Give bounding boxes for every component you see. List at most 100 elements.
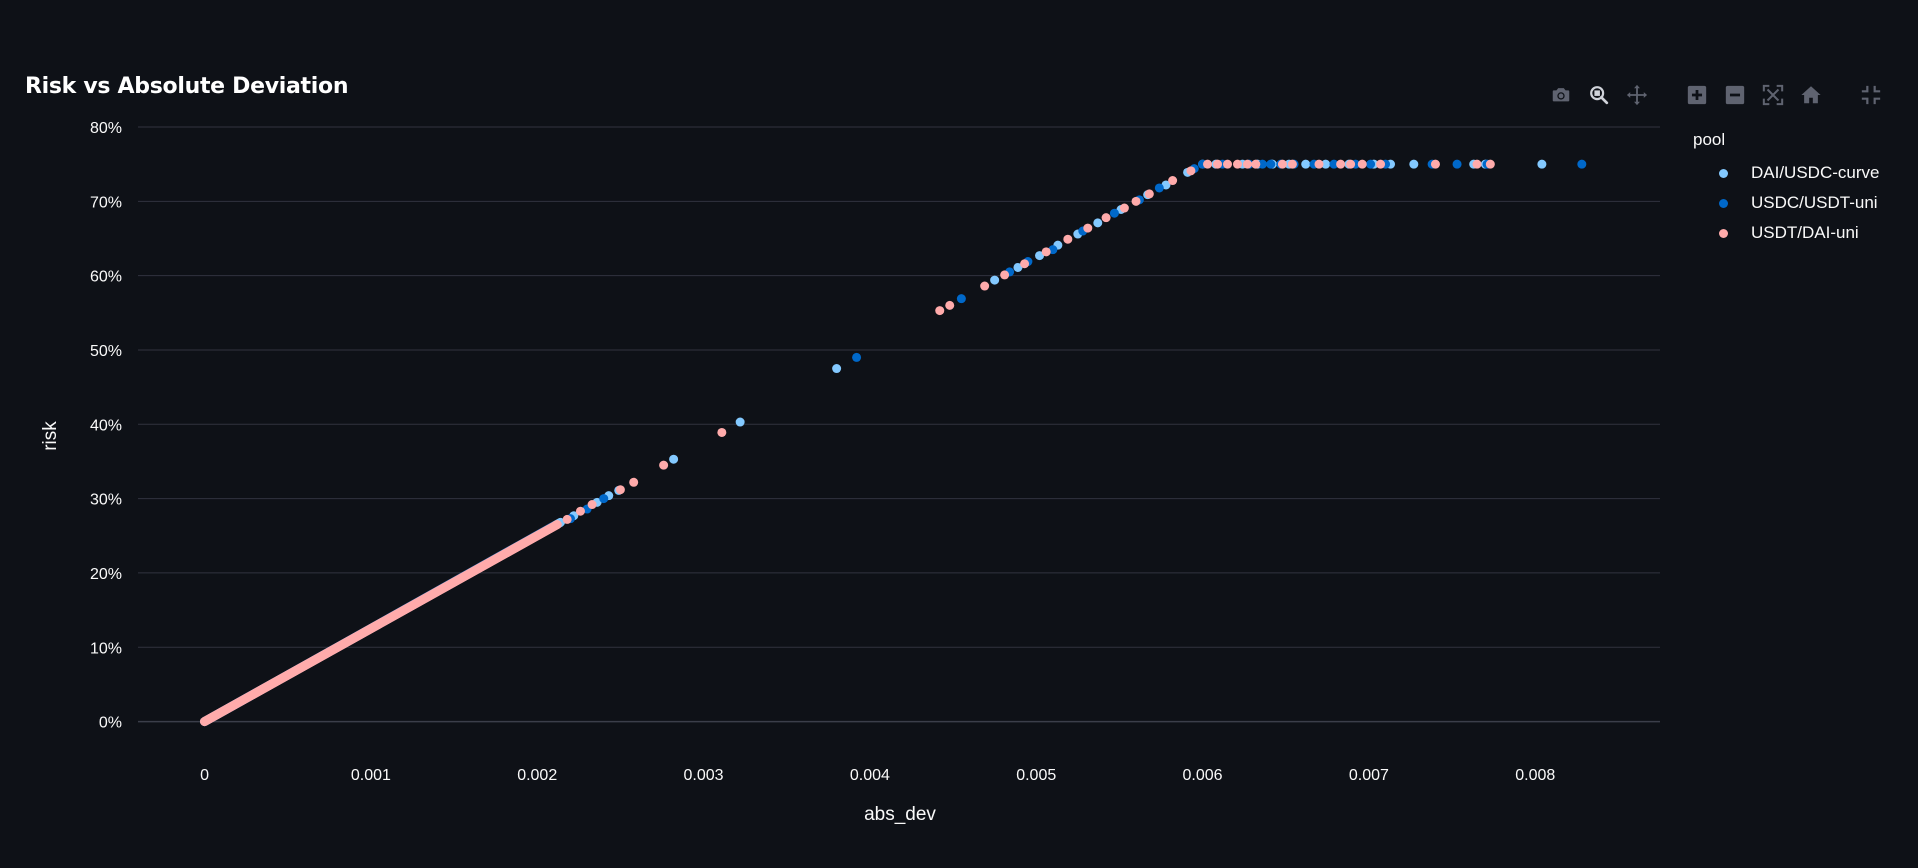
data-point[interactable] <box>1266 159 1276 169</box>
data-point[interactable] <box>575 506 585 516</box>
y-tick-label: 40% <box>90 417 122 434</box>
data-point[interactable] <box>1223 159 1233 169</box>
home-icon[interactable] <box>1798 82 1824 108</box>
y-tick-label: 70% <box>90 194 122 211</box>
data-point[interactable] <box>1357 159 1367 169</box>
zoom-out-icon[interactable] <box>1722 82 1748 108</box>
legend-label: DAI/USDC-curve <box>1751 163 1880 182</box>
data-point[interactable] <box>1366 159 1376 169</box>
data-point[interactable] <box>1168 176 1178 186</box>
data-point[interactable] <box>1213 159 1223 169</box>
data-point[interactable] <box>1314 159 1324 169</box>
data-point[interactable] <box>935 306 945 316</box>
data-point[interactable] <box>1131 196 1141 206</box>
data-point[interactable] <box>1013 262 1023 272</box>
data-point[interactable] <box>735 417 745 427</box>
data-point[interactable] <box>1093 218 1103 228</box>
legend-marker <box>1719 198 1728 208</box>
data-point[interactable] <box>717 427 727 437</box>
y-tick-label: 10% <box>90 640 122 657</box>
legend-label: USDT/DAI-uni <box>1751 223 1859 242</box>
data-point[interactable] <box>629 477 639 487</box>
data-point[interactable] <box>1119 203 1129 213</box>
data-point[interactable] <box>1277 159 1287 169</box>
data-point[interactable] <box>945 300 955 310</box>
x-tick-label: 0.005 <box>1016 767 1056 784</box>
data-point[interactable] <box>599 494 609 504</box>
data-point[interactable] <box>956 294 966 304</box>
data-point[interactable] <box>1035 251 1045 261</box>
data-point[interactable] <box>1144 189 1154 199</box>
data-point[interactable] <box>990 275 1000 285</box>
dense-points-band <box>200 520 562 727</box>
legend-label: USDC/USDT-uni <box>1751 193 1878 212</box>
data-point[interactable] <box>1109 208 1119 218</box>
gridlines <box>138 126 1660 723</box>
x-tick-label: 0.007 <box>1349 767 1389 784</box>
data-point[interactable] <box>1203 159 1213 169</box>
zoom-icon[interactable] <box>1586 82 1612 108</box>
data-point[interactable] <box>1329 159 1339 169</box>
data-point[interactable] <box>1083 223 1093 233</box>
data-point[interactable] <box>587 500 597 510</box>
data-point[interactable] <box>980 281 990 291</box>
data-point[interactable] <box>1257 159 1267 169</box>
y-tick-label: 80% <box>90 120 122 137</box>
pan-icon[interactable] <box>1624 82 1650 108</box>
data-point[interactable] <box>1020 259 1030 269</box>
data-point[interactable] <box>1336 159 1346 169</box>
data-points <box>200 159 1587 727</box>
legend-item-usdc-usdt-uni[interactable]: USDC/USDT-uni <box>1692 188 1879 218</box>
data-point[interactable] <box>1232 159 1242 169</box>
data-point[interactable] <box>1154 183 1164 193</box>
data-point[interactable] <box>1041 247 1051 257</box>
x-tick-label: 0.008 <box>1515 767 1555 784</box>
modebar-toolbar <box>1548 82 1884 108</box>
data-point[interactable] <box>1063 234 1073 244</box>
data-point[interactable] <box>1346 159 1356 169</box>
data-point[interactable] <box>1301 159 1311 169</box>
camera-icon[interactable] <box>1548 82 1574 108</box>
data-point[interactable] <box>852 352 862 362</box>
x-tick-label: 0.002 <box>517 767 557 784</box>
y-tick-label: 20% <box>90 566 122 583</box>
data-point[interactable] <box>659 460 669 470</box>
x-tick-label: 0.001 <box>351 767 391 784</box>
data-point[interactable] <box>1101 213 1111 223</box>
data-point[interactable] <box>1472 159 1482 169</box>
legend-item-dai-usdc-curve[interactable]: DAI/USDC-curve <box>1692 158 1879 188</box>
axes: 0% 10% 20% 30% 40% 50% 60% 70% 80% 0 0.001 0.002 0.0… <box>40 120 1555 825</box>
fullscreen-exit-icon[interactable] <box>1858 82 1884 108</box>
x-tick-label: 0 <box>200 767 209 784</box>
legend-item-usdt-dai-uni[interactable]: USDT/DAI-uni <box>1692 218 1879 248</box>
data-point[interactable] <box>1287 159 1297 169</box>
y-tick-label: 50% <box>90 343 122 360</box>
x-axis-title: abs_dev <box>864 804 936 825</box>
data-point[interactable] <box>1577 159 1587 169</box>
data-point[interactable] <box>1242 159 1252 169</box>
x-tick-label: 0.003 <box>684 767 724 784</box>
data-point[interactable] <box>1409 159 1419 169</box>
data-point[interactable] <box>1537 159 1547 169</box>
data-point[interactable] <box>562 514 572 524</box>
x-tick-label: 0.006 <box>1183 767 1223 784</box>
autoscale-icon[interactable] <box>1760 82 1786 108</box>
legend-title: pool <box>1693 130 1726 149</box>
legend-marker <box>1719 168 1728 178</box>
data-point[interactable] <box>1186 166 1196 176</box>
data-point[interactable] <box>1430 159 1440 169</box>
data-point[interactable] <box>1321 159 1331 169</box>
data-point[interactable] <box>1485 159 1495 169</box>
data-point[interactable] <box>1000 270 1010 280</box>
data-point[interactable] <box>1251 159 1261 169</box>
data-point[interactable] <box>1376 159 1386 169</box>
data-point[interactable] <box>669 454 679 464</box>
data-point[interactable] <box>832 364 842 374</box>
data-point[interactable] <box>615 485 625 495</box>
data-point[interactable] <box>1452 159 1462 169</box>
y-axis-title: risk <box>40 421 61 451</box>
zoom-in-icon[interactable] <box>1684 82 1710 108</box>
legend-marker <box>1719 228 1728 238</box>
legend: pool DAI/USDC-curve USDC/USDT-uni USDT/D… <box>1692 130 1879 248</box>
